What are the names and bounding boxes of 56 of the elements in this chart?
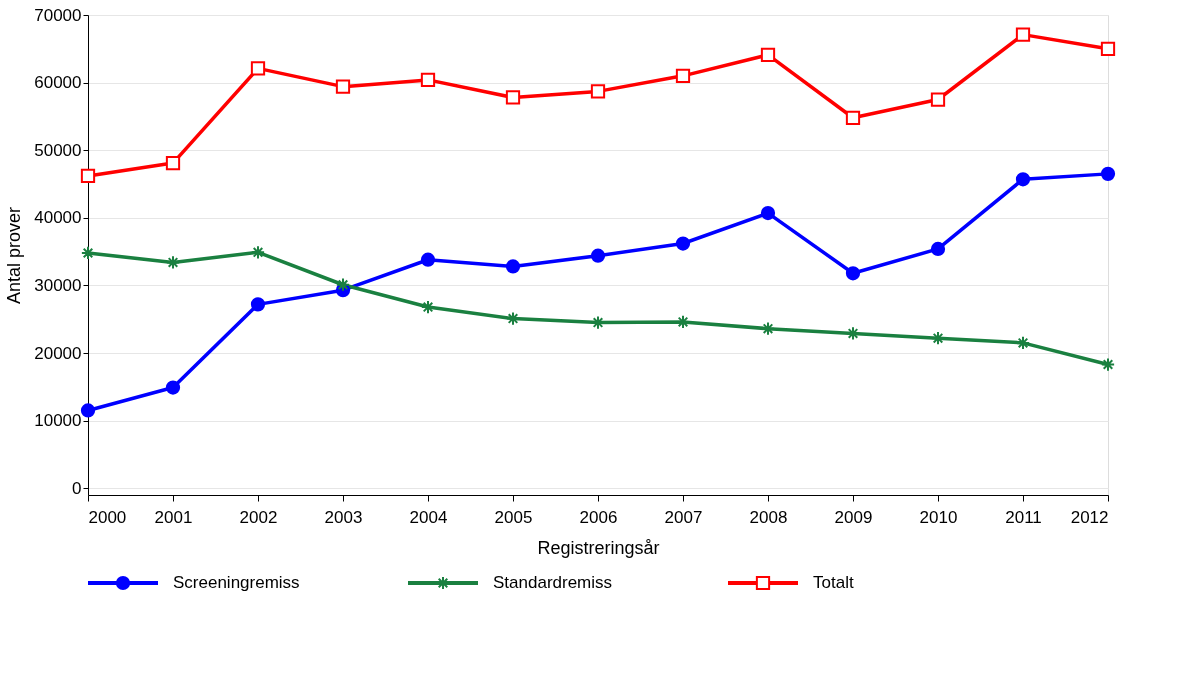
y-tick-label: 60000 — [34, 73, 82, 93]
point — [675, 68, 691, 83]
point — [250, 297, 266, 312]
x-tick-label: 2005 — [494, 507, 533, 527]
point — [760, 205, 776, 221]
x-tick-label: 2003 — [324, 507, 363, 527]
x-axis-title: Registreringsår — [537, 537, 660, 558]
point — [165, 380, 181, 395]
point — [1015, 172, 1031, 187]
x-tick-label: 2008 — [749, 507, 788, 527]
y-tick-label: 20000 — [34, 343, 82, 363]
point — [80, 168, 96, 184]
point — [1015, 27, 1031, 42]
point — [80, 403, 96, 418]
point — [1100, 166, 1116, 181]
x-tick-label: 2001 — [154, 507, 193, 527]
y-tick-label: 10000 — [34, 411, 82, 431]
y-tick-label: 40000 — [34, 208, 82, 228]
point — [1100, 357, 1116, 372]
y-tick-label: 50000 — [34, 140, 82, 160]
point — [420, 252, 436, 267]
point — [420, 72, 436, 88]
point — [930, 241, 946, 257]
point — [505, 259, 521, 274]
point — [760, 47, 776, 63]
x-tick-label: 2012 — [1070, 507, 1109, 527]
y-tick-label: 0 — [72, 478, 82, 498]
y-tick-label: 30000 — [34, 275, 82, 295]
legend-label: Screeningremiss — [173, 573, 300, 592]
x-tick-label: 2009 — [834, 507, 873, 527]
point — [335, 277, 351, 292]
x-tick-label: 2006 — [579, 507, 618, 527]
point — [930, 92, 946, 107]
point — [250, 61, 266, 76]
x-tick-label: 2004 — [409, 507, 448, 527]
point — [335, 79, 351, 94]
point — [165, 155, 181, 171]
point — [505, 90, 521, 105]
point — [590, 248, 606, 263]
point — [845, 326, 861, 341]
x-tick-label: 2010 — [919, 507, 958, 527]
x-tick-label: 2000 — [88, 507, 127, 527]
legend-label: Totalt — [813, 573, 854, 592]
point — [165, 255, 181, 270]
legend-label: Standardremiss — [493, 573, 613, 592]
x-tick-label: 2011 — [1005, 507, 1042, 527]
point — [845, 110, 861, 125]
y-tick-label: 70000 — [34, 5, 82, 25]
point — [1100, 41, 1116, 56]
point — [675, 236, 691, 251]
point — [590, 84, 606, 99]
point — [845, 266, 861, 281]
y-axis-title: Antal prover — [4, 206, 25, 305]
point — [250, 245, 266, 260]
x-tick-label: 2002 — [239, 507, 278, 527]
x-tick-label: 2007 — [664, 507, 703, 527]
